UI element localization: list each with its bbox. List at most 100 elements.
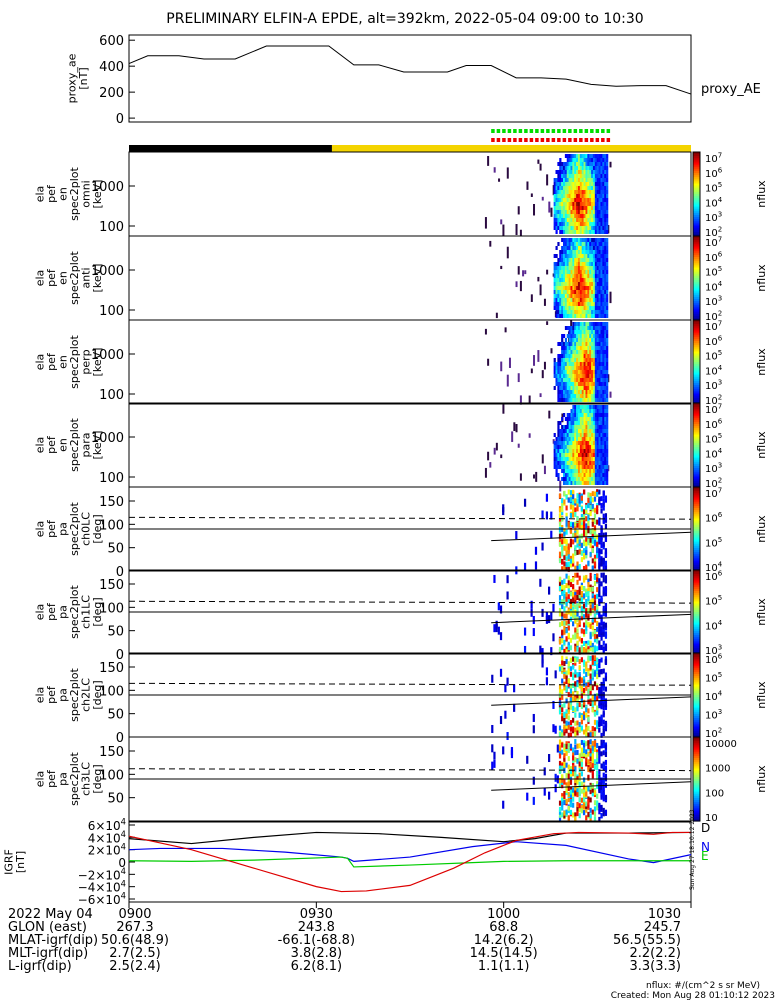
spectrogram-pixel xyxy=(602,166,605,170)
spectrogram-pixel xyxy=(598,457,601,461)
spectrogram-pixel xyxy=(583,461,586,465)
ylabel-line: ela xyxy=(34,437,47,454)
spectrogram-pixel xyxy=(581,298,584,302)
spectrogram-pixel xyxy=(577,246,581,250)
spectrogram-pixel xyxy=(585,682,588,688)
colorbar-step xyxy=(693,229,700,233)
spectrogram-pixel xyxy=(589,425,592,429)
spectrogram-pixel xyxy=(589,158,592,162)
spectrogram-pixel xyxy=(553,262,556,266)
spectrogram-pixel xyxy=(561,274,564,278)
spectrogram-pixel xyxy=(598,563,601,569)
colorbar-step xyxy=(693,219,700,222)
spectrogram-pixel xyxy=(585,417,588,421)
spectrogram-pixel xyxy=(582,607,586,613)
spectrogram-pixel xyxy=(594,290,598,294)
spectrogram-pixel xyxy=(596,696,599,702)
spectrogram-pixel xyxy=(564,441,568,445)
spectrogram-pixel xyxy=(583,437,586,441)
spectrogram-pixel xyxy=(502,800,505,809)
spectrogram-pixel xyxy=(578,542,581,548)
spectrogram-pixel xyxy=(594,354,598,358)
spectrogram-pixel xyxy=(581,266,584,270)
spectrogram-pixel xyxy=(583,202,586,206)
colorbar-step xyxy=(693,438,700,442)
colorbar-step xyxy=(693,162,700,166)
colorbar-step xyxy=(693,328,700,332)
spectrogram-pixel xyxy=(587,655,590,661)
spectrogram-pixel xyxy=(596,374,599,378)
spectrogram-pixel xyxy=(604,286,607,290)
spectrogram-pixel xyxy=(604,676,608,682)
spectrogram-pixel xyxy=(555,366,558,370)
spectrogram-pixel xyxy=(589,366,592,370)
spectrogram-pixel xyxy=(577,278,581,282)
spectrogram-pixel xyxy=(604,702,608,708)
spectrogram-pixel xyxy=(555,246,558,250)
spectrogram-pixel xyxy=(587,382,590,386)
colorbar-step xyxy=(693,405,700,408)
spectrogram-pixel xyxy=(596,226,599,230)
spectrogram-pixel xyxy=(561,186,564,190)
spectrogram-pixel xyxy=(562,310,566,314)
ytick-label: 50 xyxy=(107,792,124,807)
spectrogram-pixel xyxy=(596,449,599,453)
spectrogram-pixel xyxy=(562,250,566,254)
sparse-pixel xyxy=(546,269,549,275)
spectrogram-pixel xyxy=(600,338,603,342)
colorbar-step xyxy=(693,426,700,429)
spectrogram-pixel xyxy=(572,366,575,370)
loss-cone-dashed xyxy=(128,516,692,520)
spectrogram-pixel xyxy=(581,449,584,453)
spectrogram-pixel xyxy=(559,182,562,186)
spectrogram-pixel xyxy=(606,465,609,469)
spectrogram-pixel xyxy=(576,672,579,678)
spectrogram-pixel xyxy=(566,178,569,182)
spectrogram-pixel xyxy=(591,417,594,421)
spectrogram-pixel xyxy=(606,266,609,270)
colorbar-step xyxy=(693,665,700,669)
spectrogram-pixel xyxy=(530,608,533,617)
spectrogram-pixel xyxy=(582,789,586,795)
spectrogram-pixel xyxy=(557,358,560,362)
spectrogram-pixel xyxy=(568,186,571,190)
ephemeris-value: 245.7 xyxy=(644,920,681,935)
spectrogram-pixel xyxy=(574,242,577,246)
spectrogram-pixel xyxy=(591,226,594,230)
spectrogram-pixel xyxy=(581,186,584,190)
spectrogram-pixel xyxy=(592,274,596,278)
colorbar-step xyxy=(693,616,700,619)
spectrogram-pixel xyxy=(577,294,581,298)
spectrogram-pixel xyxy=(606,366,609,370)
spectrogram-pixel xyxy=(585,564,588,570)
spectrogram-pixel xyxy=(568,218,571,222)
spectrogram-pixel xyxy=(574,712,577,718)
science-mode-dash xyxy=(606,138,611,142)
spectrogram-pixel xyxy=(589,266,592,270)
spectrogram-pixel xyxy=(587,162,590,166)
spectrogram-pixel xyxy=(561,465,564,469)
spectrogram-pixel xyxy=(562,346,566,350)
spectrogram-pixel xyxy=(564,250,568,254)
spectrogram-pixel xyxy=(583,429,586,433)
colorbar-step xyxy=(693,191,700,195)
ylabel-line: ch1LC xyxy=(80,595,93,629)
spectrogram-pixel xyxy=(587,194,590,198)
colorbar-step xyxy=(693,747,700,751)
spectrogram-pixel xyxy=(592,266,596,270)
spectrogram-pixel xyxy=(564,238,568,242)
colorbar-step xyxy=(693,380,700,384)
spectrogram-pixel xyxy=(579,398,583,402)
spectrogram-pixel xyxy=(564,282,568,286)
spectrogram-pixel xyxy=(594,214,598,218)
fast-mode-dash xyxy=(551,129,556,133)
spectrogram-pixel xyxy=(559,174,562,178)
spectrogram-pixel xyxy=(570,258,573,262)
spectrogram-pixel xyxy=(568,390,571,394)
spectrogram-pixel xyxy=(600,473,603,477)
spectrogram-pixel xyxy=(559,433,562,437)
spectrogram-pixel xyxy=(589,350,592,354)
spectrogram-pixel xyxy=(594,469,598,473)
spectrogram-pixel xyxy=(587,708,590,714)
